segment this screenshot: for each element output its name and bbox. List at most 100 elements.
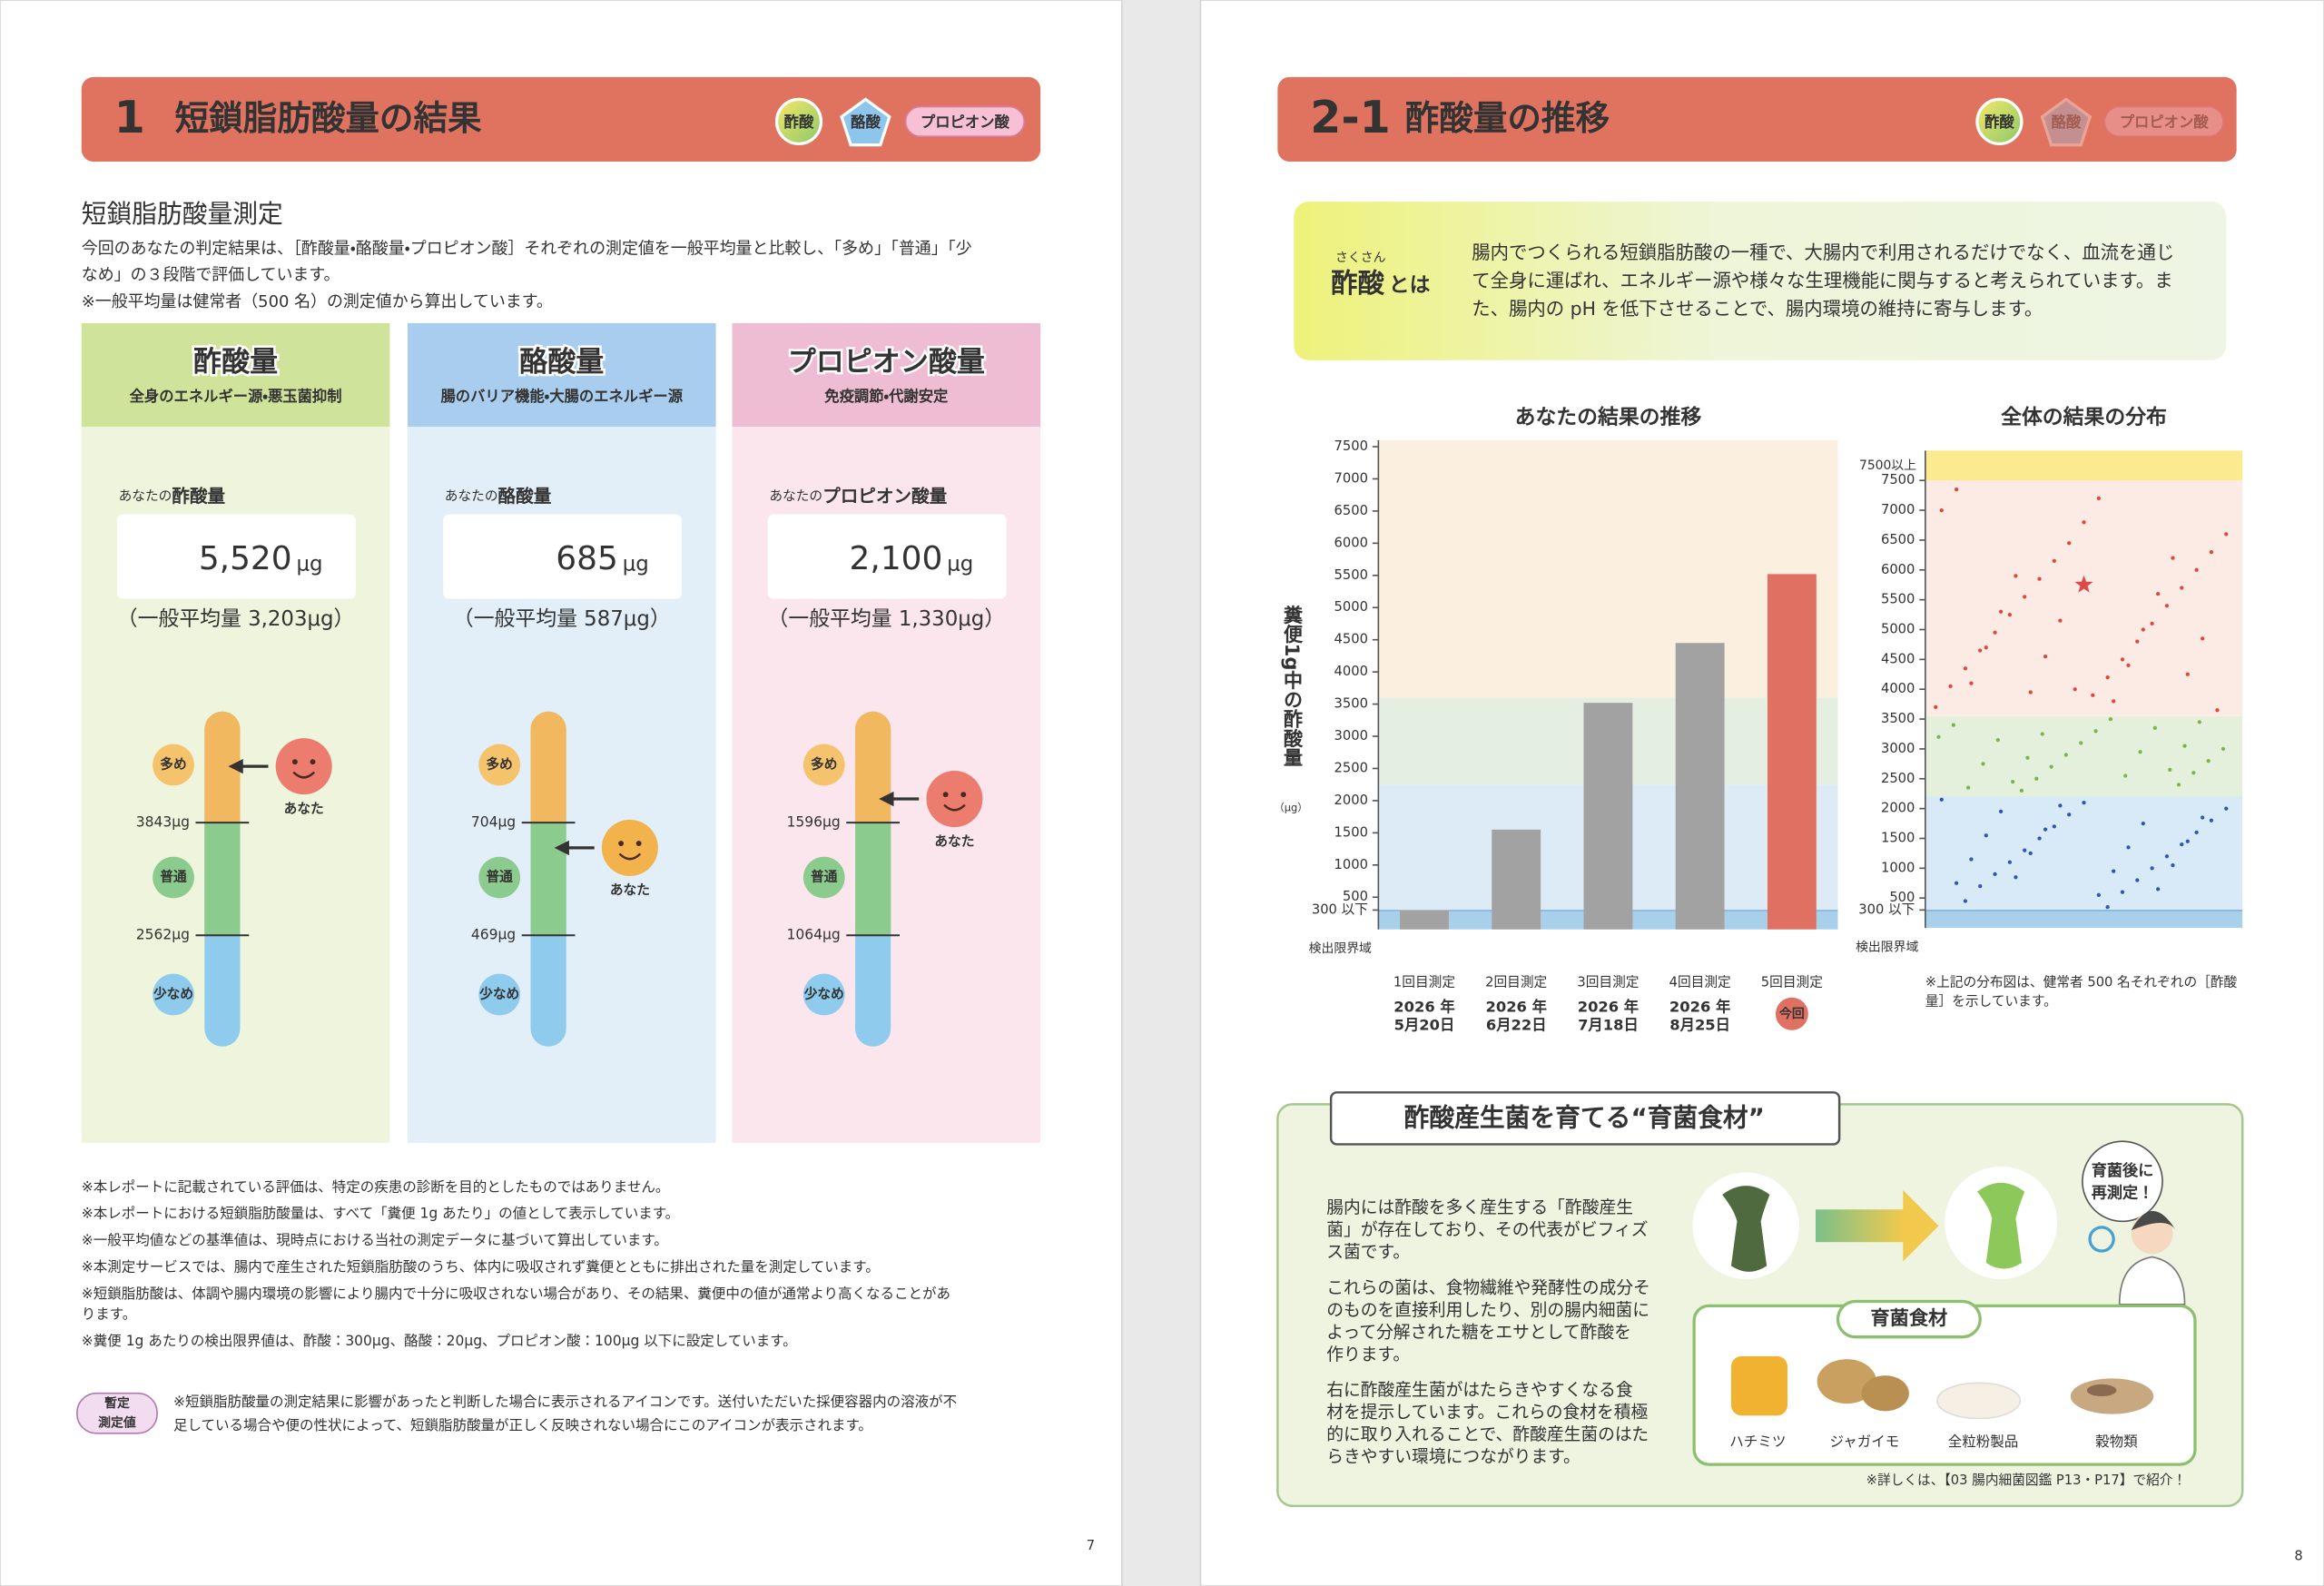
gauge-high xyxy=(204,711,241,841)
note-line: ※本測定サービスでは、腸内で産生された短鎖脂肪酸のうち、体内に吸収されず糞便とと… xyxy=(82,1258,880,1275)
provisional-note: 足している場合や便の性状によって、短鎖脂肪酸量が正しく反映されない場合にこのアイ… xyxy=(173,1417,872,1433)
label-prefix: あなたの xyxy=(769,488,822,504)
band xyxy=(1925,480,2243,716)
y-axis-label: 糞便1g中の酢酸量 xyxy=(1280,604,1304,767)
y-tick-label: 6000 xyxy=(1334,535,1368,550)
food-title: 育菌食材 xyxy=(1870,1306,1947,1330)
level-badge xyxy=(153,744,194,786)
chart-title: あなたの結果の推移 xyxy=(1515,405,1702,429)
your-label: あなたの酪酸量 xyxy=(445,485,552,506)
scatter-point xyxy=(2073,687,2077,692)
chart-note: 量］を示しています。 xyxy=(1925,994,2057,1010)
y-tick-label: 2000 xyxy=(1881,801,1915,816)
note-line: ※糞便 1g あたりの検出限界値は、酢酸：300μg、酪酸：20μg、プロピオン… xyxy=(82,1333,797,1349)
scatter-point xyxy=(1934,704,1938,710)
scatter-point xyxy=(2025,755,2030,760)
gauge-mid xyxy=(204,823,241,936)
scatter-point xyxy=(1969,857,1974,862)
term-suffix: とは xyxy=(1389,274,1431,298)
level-badge xyxy=(153,856,194,899)
highlight-point xyxy=(2074,575,2093,593)
scatter-point xyxy=(2067,541,2072,546)
band-label: 7500以上 xyxy=(1859,458,1916,473)
gauge-mid xyxy=(530,823,566,936)
scatter-point xyxy=(1948,684,1953,689)
intro-line: なめ」の３段階で評価しています。 xyxy=(82,266,340,285)
food-label: 穀物類 xyxy=(2095,1433,2138,1450)
card-header xyxy=(407,322,716,428)
scatter-point xyxy=(2082,520,2086,525)
scatter-point xyxy=(1951,723,1955,727)
card-header xyxy=(732,322,1041,428)
page-number: 8 xyxy=(2294,1548,2302,1563)
scatter-point xyxy=(2141,627,2145,632)
your-value: 2,100 xyxy=(850,540,943,577)
feature-text: のものを直接利用したり、別の腸内細菌に xyxy=(1326,1300,1649,1320)
y-tick-label: 300 以下 xyxy=(1858,901,1915,917)
note-line: ります。 xyxy=(82,1306,136,1323)
your-value: 685 xyxy=(556,540,618,577)
scatter-point xyxy=(2126,663,2131,668)
food-label: ジャガイモ xyxy=(1830,1433,1900,1450)
note-line: ※本レポートにおける短鎖脂肪酸量は、すべて「糞便 1g あたり」の値として表示し… xyxy=(82,1206,679,1222)
x-tick-label: 1回目測定 xyxy=(1393,974,1455,990)
scatter-point xyxy=(2215,708,2220,713)
scatter-point xyxy=(2079,741,2083,745)
scatter-point xyxy=(1995,737,2000,743)
scatter-point xyxy=(2171,556,2175,560)
scatter-point xyxy=(2014,574,2018,578)
y-tick-label: 5000 xyxy=(1881,622,1915,637)
bar xyxy=(1767,574,1817,930)
band-label: 検出限界域 xyxy=(1856,940,1918,954)
scatter-point xyxy=(2150,866,2154,871)
threshold-label: 704μg xyxy=(471,814,516,831)
scatter-point xyxy=(2209,818,2214,823)
band xyxy=(1925,715,2243,797)
scatter-point xyxy=(2028,851,2033,856)
scatter-point xyxy=(1978,883,1983,889)
food-label: 全粒粉製品 xyxy=(1948,1433,2019,1450)
badge-shape xyxy=(840,97,891,147)
scatter-point xyxy=(2224,532,2229,537)
scatter-point xyxy=(2120,657,2125,662)
x-date-label: 2026 年 xyxy=(1578,999,1639,1016)
definition-line: 腸内でつくられる短鎖脂肪酸の一種で、大腸内で利用されるだけでなく、血流を通じ xyxy=(1472,241,2174,263)
scatter-point xyxy=(1939,797,1944,802)
callout: 再測定！ xyxy=(2092,1183,2154,1202)
scatter-point xyxy=(2067,813,2072,817)
y-tick-label: 5500 xyxy=(1334,567,1368,583)
scatter-point xyxy=(2194,567,2199,572)
average-value: （一般平均量 3,203μg） xyxy=(117,607,355,631)
y-tick-label: 1500 xyxy=(1881,831,1915,846)
scatter-point xyxy=(1984,645,1988,650)
your-value: 5,520 xyxy=(199,540,292,577)
scatter-point xyxy=(2164,604,2170,608)
definition-line: て全身に運ばれ、エネルギー源や様々な生理機能に関与すると考えられています。ま xyxy=(1472,270,2172,291)
marker-arrow-head xyxy=(879,791,894,807)
level-label: 多め xyxy=(487,755,513,772)
level-badge xyxy=(153,973,194,1016)
scatter-point xyxy=(2023,848,2027,852)
badge: 酢酸 xyxy=(1975,97,2024,146)
bar xyxy=(1492,829,1541,930)
scatter-point xyxy=(2182,744,2187,748)
scatter-point xyxy=(2138,750,2142,754)
scatter-point xyxy=(2043,827,2048,832)
bar xyxy=(1583,703,1633,930)
badge-label: 酢酸 xyxy=(784,113,814,131)
feature-text: 腸内には酢酸を多く産生する「酢酸産生 xyxy=(1326,1197,1633,1217)
x-tick-label: 4回目測定 xyxy=(1669,974,1731,990)
threshold-label: 1596μg xyxy=(787,814,841,831)
x-date-label: 2026 年 xyxy=(1393,999,1454,1016)
y-tick-label: 1000 xyxy=(1881,860,1915,875)
scatter-point xyxy=(2019,788,2024,793)
feature-text: 右に酢酸産生菌がはたらきやすくなる食 xyxy=(1326,1380,1633,1400)
level-label: 少なめ xyxy=(804,986,844,1002)
scatter-point xyxy=(2180,586,2184,590)
x-date-label: 7月18日 xyxy=(1578,1016,1639,1033)
badge-label: 酪酸 xyxy=(851,113,881,131)
band xyxy=(1925,450,2243,481)
scatter-point xyxy=(2037,576,2042,581)
feature-text: ス菌です。 xyxy=(1326,1242,1410,1262)
scatter-point xyxy=(2105,675,2110,680)
